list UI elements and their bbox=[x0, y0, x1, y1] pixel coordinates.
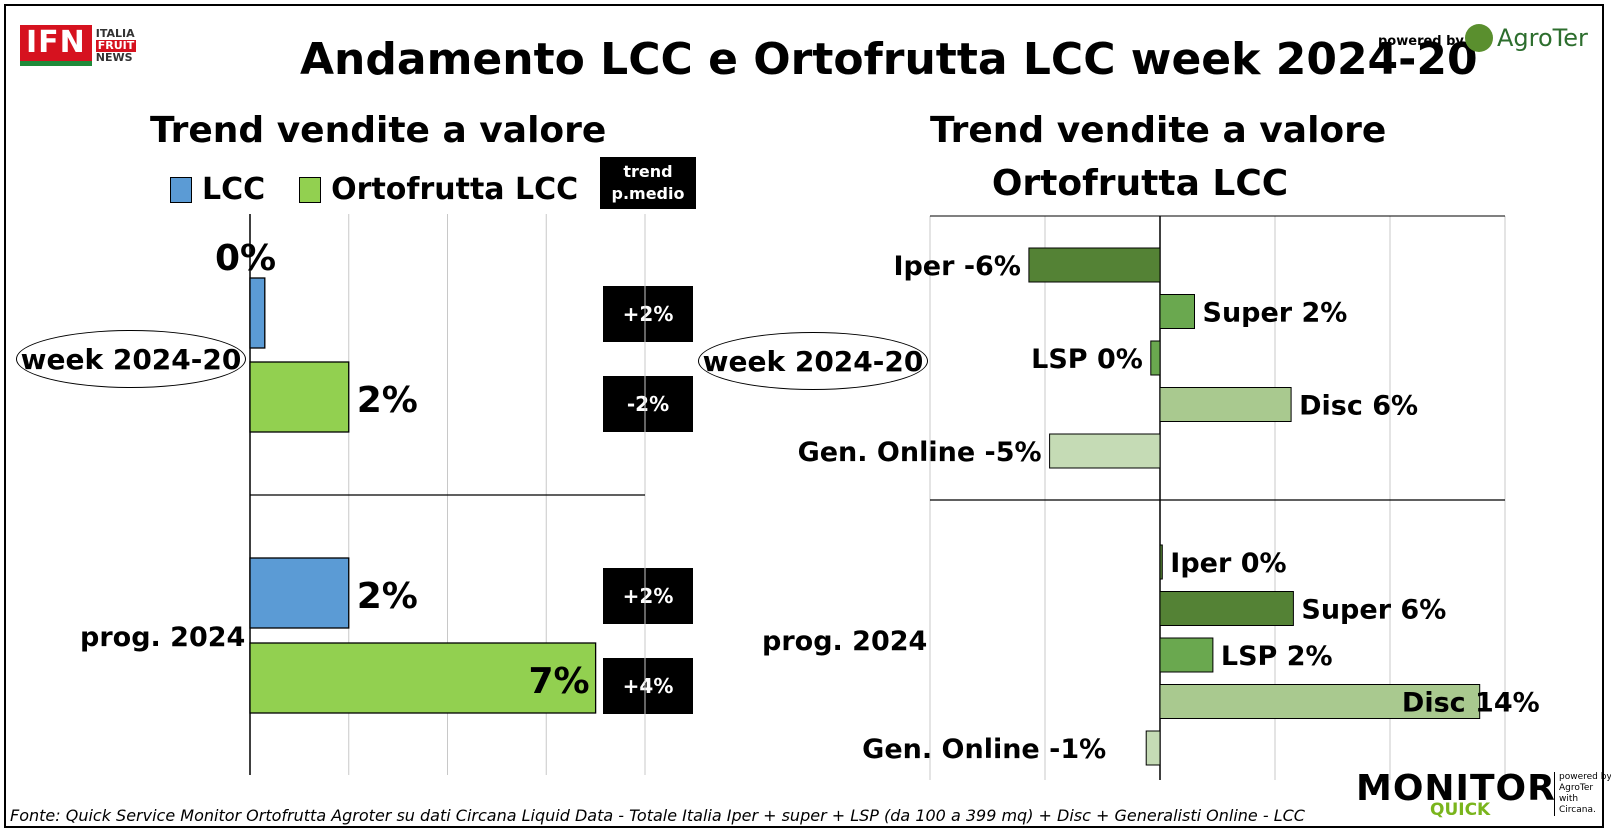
right-bar-0-3 bbox=[1159, 387, 1292, 422]
right-bar-label-0-4: Gen. Online -5% bbox=[798, 437, 1042, 468]
right-bar-1-4 bbox=[1145, 730, 1161, 766]
trend-header-line2: p.medio bbox=[611, 184, 685, 203]
right-subtitle-line2: Ortofrutta LCC bbox=[991, 163, 1289, 204]
left-bar-label-lcc-1: 2% bbox=[357, 576, 418, 617]
left-group-week-ellipse: week 2024-20 bbox=[16, 330, 246, 388]
right-bar-label-1-3: Disc 14% bbox=[1402, 688, 1540, 719]
legend: LCC Ortofrutta LCC bbox=[170, 172, 578, 207]
trend-box-week-orto: -2% bbox=[603, 376, 693, 432]
agroter-logo: AgroTer bbox=[1465, 24, 1588, 52]
right-bar-label-1-2: LSP 2% bbox=[1221, 641, 1333, 672]
tree-icon bbox=[1465, 24, 1493, 52]
ifn-logo-mark: IFN bbox=[20, 25, 92, 66]
page-title: Andamento LCC e Ortofrutta LCC week 2024… bbox=[300, 34, 1478, 85]
legend-label-orto: Ortofrutta LCC bbox=[331, 172, 579, 207]
left-bar-lcc-0 bbox=[249, 277, 266, 349]
right-bar-label-1-0: Iper 0% bbox=[1170, 548, 1286, 579]
legend-swatch-orto bbox=[299, 176, 322, 203]
monitor-side-2: AgroTer bbox=[1559, 783, 1594, 793]
right-bar-1-2 bbox=[1159, 637, 1214, 673]
powered-by-label: powered by bbox=[1378, 34, 1464, 49]
monitor-logo-side: powered by AgroTer with Circana. bbox=[1554, 772, 1611, 816]
left-subtitle: Trend vendite a valore bbox=[150, 110, 607, 151]
right-bar-0-0 bbox=[1028, 247, 1161, 283]
left-bar-label-orto-1: 7% bbox=[529, 661, 590, 702]
right-bar-label-1-4: Gen. Online -1% bbox=[862, 734, 1106, 765]
left-bar-label-orto-0: 2% bbox=[357, 380, 418, 421]
monitor-side-3: with bbox=[1559, 794, 1579, 804]
legend-swatch-lcc bbox=[170, 176, 192, 203]
ifn-logo: IFN ITALIA FRUIT NEWS bbox=[20, 25, 137, 66]
right-bar-1-3 bbox=[1159, 684, 1481, 719]
agroter-logo-text: AgroTer bbox=[1497, 24, 1588, 52]
right-bar-label-0-1: Super 2% bbox=[1203, 298, 1348, 329]
right-bar-label-0-2: LSP 0% bbox=[1031, 344, 1143, 375]
ifn-side-1: ITALIA bbox=[95, 26, 135, 40]
monitor-logo-quick: QUICK bbox=[1430, 800, 1491, 820]
trend-box-prog-orto: +4% bbox=[603, 658, 693, 714]
left-bar-orto-1 bbox=[249, 642, 597, 714]
right-group-prog-label: prog. 2024 bbox=[762, 626, 928, 657]
right-bar-0-4 bbox=[1049, 433, 1161, 469]
trend-box-prog-lcc: +2% bbox=[603, 568, 693, 624]
left-group-prog-label: prog. 2024 bbox=[80, 622, 246, 653]
trend-header: trend p.medio bbox=[600, 157, 696, 209]
right-bar-0-1 bbox=[1159, 294, 1195, 329]
trend-box-week-lcc: +2% bbox=[603, 286, 693, 342]
right-bar-0-2 bbox=[1150, 340, 1161, 376]
left-bar-label-lcc-0: 0% bbox=[215, 238, 276, 279]
trend-header-line1: trend bbox=[623, 162, 673, 181]
monitor-side-4: Circana. bbox=[1559, 805, 1596, 815]
source-footer: Fonte: Quick Service Monitor Ortofrutta … bbox=[10, 806, 1305, 825]
right-bar-label-0-3: Disc 6% bbox=[1299, 391, 1418, 422]
ifn-side-3: NEWS bbox=[95, 50, 133, 64]
ifn-side-2: FRUIT bbox=[95, 38, 137, 52]
right-bar-label-1-1: Super 6% bbox=[1301, 595, 1446, 626]
right-group-week-ellipse: week 2024-20 bbox=[698, 332, 928, 390]
monitor-side-1: powered by bbox=[1559, 772, 1611, 782]
monitor-logo: MONITOR bbox=[1356, 768, 1556, 809]
legend-label-lcc: LCC bbox=[202, 172, 266, 207]
left-bar-lcc-1 bbox=[249, 557, 350, 629]
right-bar-1-0 bbox=[1159, 544, 1163, 580]
left-bar-orto-0 bbox=[249, 361, 350, 433]
right-bar-label-0-0: Iper -6% bbox=[893, 251, 1020, 282]
right-bar-1-1 bbox=[1159, 591, 1294, 626]
outer-frame bbox=[4, 4, 1604, 828]
right-subtitle-line1: Trend vendite a valore bbox=[930, 110, 1387, 151]
ifn-logo-side: ITALIA FRUIT NEWS bbox=[95, 26, 137, 64]
